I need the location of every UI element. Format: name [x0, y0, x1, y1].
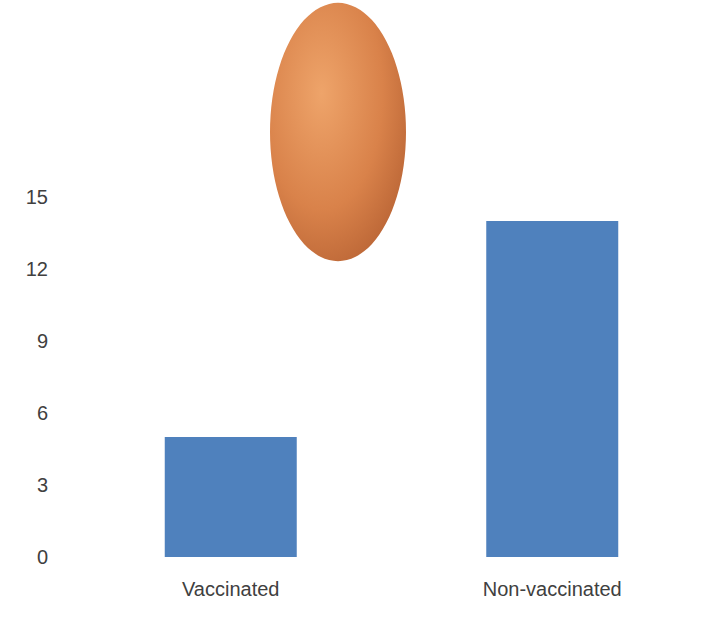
- svg-text:15: 15: [26, 186, 48, 208]
- svg-text:12: 12: [26, 258, 48, 280]
- svg-text:9: 9: [37, 330, 48, 352]
- svg-text:3: 3: [37, 474, 48, 496]
- svg-text:Vaccinated: Vaccinated: [182, 578, 279, 600]
- svg-text:Non-vaccinated: Non-vaccinated: [483, 578, 622, 600]
- svg-text:6: 6: [37, 402, 48, 424]
- svg-text:0: 0: [37, 546, 48, 568]
